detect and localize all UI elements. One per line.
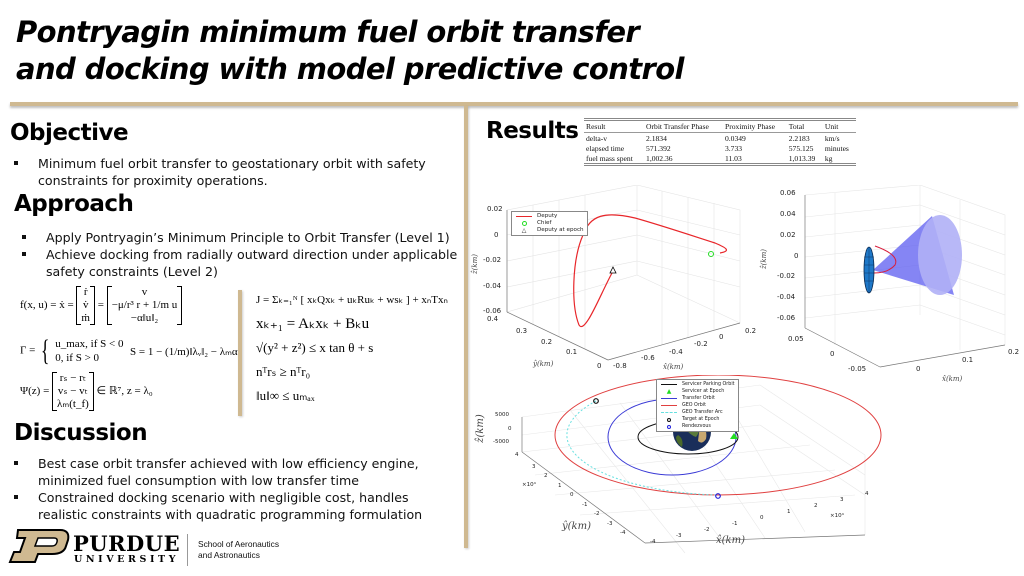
geo-transfer-arc-line (566, 400, 717, 496)
bullet-icon (14, 495, 18, 499)
mpc-equations: J = Σₖ₌₁ᴺ [ xₖQxₖ + uₖRuₖ + wsₖ ] + xₙTx… (256, 288, 448, 408)
school-name: School of Aeronautics and Astronautics (198, 539, 280, 560)
table-row: delta-v 2.1834 0.0349 2.2183 km/s (586, 133, 840, 143)
equation-divider (238, 290, 242, 416)
slide-title: Pontryagin minimum fuel orbit transfer a… (16, 14, 684, 88)
discussion-bullet: Constrained docking scenario with neglig… (10, 489, 460, 523)
title-line-2: and docking with model predictive contro… (16, 52, 684, 86)
mpc-dynamics: xₖ₊₁ = Aₖxₖ + Bₖu (256, 316, 370, 332)
discussion-heading: Discussion (14, 420, 148, 446)
logo-divider (187, 534, 188, 566)
switching-function: S = 1 − (1/m)‖λᵥ‖₂ − λₘα (130, 346, 238, 358)
rendezvous-marker-icon (715, 493, 721, 499)
docking-cone-plot: 0.06 0.04 0.02 0 -0.02 -0.04 -0.06 0.05 … (760, 185, 1024, 385)
target-epoch-marker-icon (593, 398, 599, 404)
chief-marker-icon (708, 251, 714, 257)
orbit-plot-legend: Servicer Parking Orbit ▲ Servicer at Epoc… (656, 379, 739, 432)
results-table: Result Orbit Transfer Phase Proximity Ph… (584, 118, 856, 166)
bullet-icon (14, 461, 18, 465)
university-wordmark: UNIVERSITY (74, 554, 180, 565)
table-row: elapsed time 571.392 3.733 575.125 minutes (586, 143, 849, 153)
objective-heading: Objective (10, 120, 129, 146)
title-divider (10, 102, 1018, 106)
mpc-thrust-limit: ‖u‖∞ ≤ uₘₐₓ (256, 388, 315, 403)
column-divider (464, 106, 468, 548)
left-brace-icon: { (40, 334, 50, 367)
dynamics-equation: f(x, u) = ẋ = ṙ v̇ ṁ = v −μ/r³ r + 1/m u… (20, 286, 183, 325)
bullet-icon (14, 161, 18, 165)
docking-trajectory-line (873, 245, 897, 274)
proximity-trajectory-plot: 0.02 0 -0.02 -0.04 -0.06 0.4 0.3 0.2 0.1… (471, 185, 765, 375)
objective-bullet: Minimum fuel orbit transfer to geostatio… (10, 155, 440, 189)
approach-list: Apply Pontryagin’s Minimum Principle to … (18, 229, 458, 280)
purdue-wordmark: PURDUE (73, 531, 181, 556)
results-heading: Results (486, 118, 579, 144)
title-line-1: Pontryagin minimum fuel orbit transfer (16, 15, 640, 49)
discussion-bullet: Best case orbit transfer achieved with l… (10, 455, 460, 489)
objective-list: Minimum fuel orbit transfer to geostatio… (10, 155, 440, 189)
mpc-cost-function: J = Σₖ₌₁ᴺ [ xₖQxₖ + uₖRuₖ + wsₖ ] + xₙTx… (256, 294, 448, 306)
mpc-cone-constraint: √(y² + z²) ≤ x tan θ + s (256, 340, 374, 355)
docking-plot-canvas (804, 185, 1006, 368)
orbit-transfer-plot: 5000 0 -5000 4 3 2 ×10⁴ 1 0 -1 -2 -3 -4 … (475, 375, 900, 555)
bullet-icon (22, 252, 26, 256)
geo-orbit-line (554, 375, 882, 496)
purdue-p-logo-icon (8, 529, 70, 563)
deputy-epoch-marker-icon (609, 266, 617, 274)
approach-bullet: Achieve docking from radially outward di… (18, 246, 458, 280)
servicer-epoch-marker-icon (730, 433, 738, 439)
approach-bullet: Apply Pontryagin’s Minimum Principle to … (18, 229, 458, 246)
table-row: fuel mass spent 1,002.36 11.03 1,013.39 kg (586, 153, 833, 163)
dynamics-vector: v −μ/r³ r + 1/m u −α‖u‖₂ (106, 286, 183, 325)
deputy-trajectory-line (573, 214, 728, 328)
thrust-switching-law: Γ = { u_max, if S < 0 0, if S > 0 (20, 334, 124, 367)
discussion-list: Best case orbit transfer achieved with l… (10, 455, 460, 523)
cone-base (918, 215, 962, 295)
proximity-plot-legend: Deputy Chief △ Deputy at epoch (511, 211, 588, 236)
state-vector: ṙ v̇ ṁ (76, 286, 95, 325)
shooting-function: Ψ(z) = rₛ − rₜ vₛ − vₜ λₘ(t_f) ∈ ℝ⁷, z =… (20, 372, 153, 411)
approach-heading: Approach (14, 191, 134, 217)
mpc-plane-constraint: nᵀrₛ ≥ nᵀr₀ (256, 364, 311, 379)
bullet-icon (22, 235, 26, 239)
table-header-row: Result Orbit Transfer Phase Proximity Ph… (584, 119, 856, 133)
